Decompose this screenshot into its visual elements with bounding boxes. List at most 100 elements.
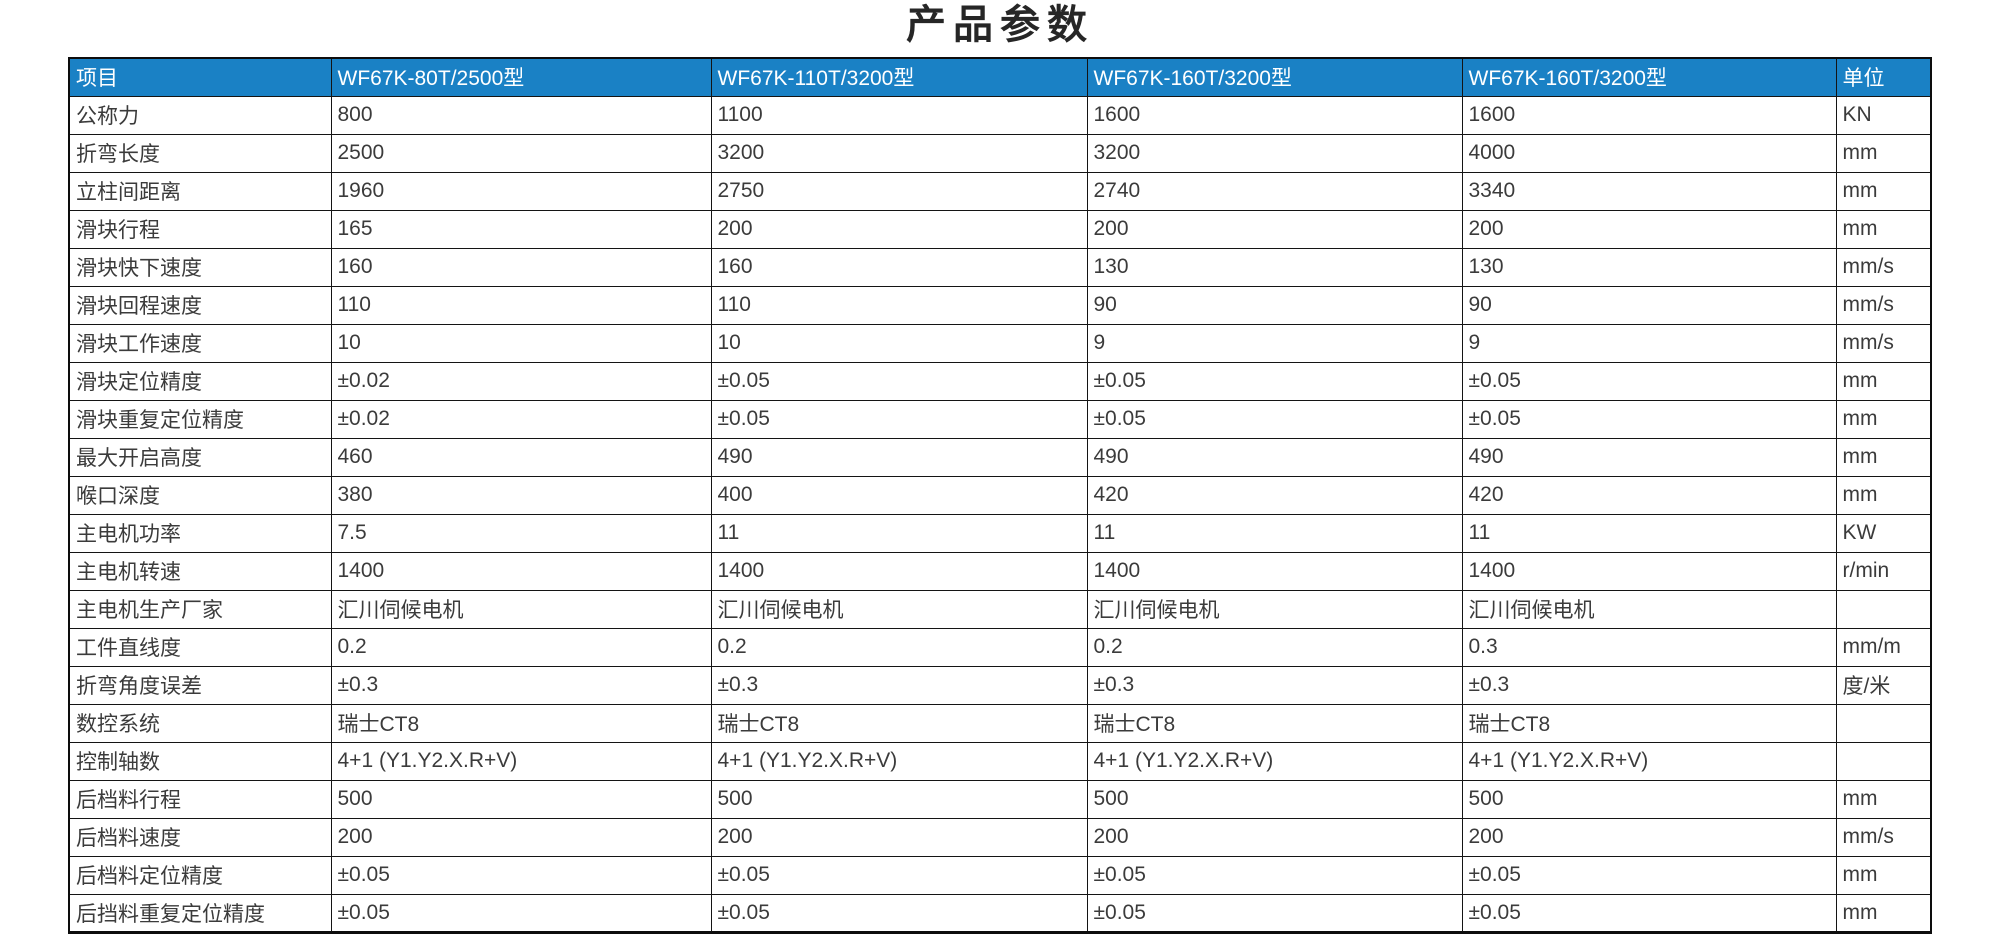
- cell-value: ±0.3: [330, 665, 712, 705]
- cell-value: ±0.05: [1461, 893, 1837, 933]
- cell-value: 汇川伺候电机: [330, 589, 712, 629]
- row-label: 数控系统: [68, 703, 332, 743]
- column-header-0: 项目: [68, 57, 332, 97]
- cell-value: 10: [710, 323, 1088, 363]
- column-header-5: 单位: [1835, 57, 1932, 97]
- cell-value: 3200: [710, 133, 1088, 173]
- cell-unit: mm: [1835, 133, 1932, 173]
- table-row: 折弯角度误差 ±0.3 ±0.3 ±0.3 ±0.3 度/米: [68, 665, 1932, 705]
- table-row: 滑块工作速度 10 10 9 9 mm/s: [68, 323, 1932, 363]
- cell-value: 500: [710, 779, 1088, 819]
- table-row: 滑块行程 165 200 200 200 mm: [68, 209, 1932, 249]
- cell-value: 7.5: [330, 513, 712, 553]
- cell-unit: r/min: [1835, 551, 1932, 591]
- cell-value: 0.2: [710, 627, 1088, 667]
- cell-value: 1600: [1086, 95, 1463, 135]
- table-row: 数控系统 瑞士CT8 瑞士CT8 瑞士CT8 瑞士CT8: [68, 703, 1932, 743]
- cell-unit: [1835, 741, 1932, 781]
- cell-value: 2740: [1086, 171, 1463, 211]
- cell-unit: mm/m: [1835, 627, 1932, 667]
- cell-value: 瑞士CT8: [330, 703, 712, 743]
- cell-value: 165: [330, 209, 712, 249]
- cell-value: ±0.3: [1461, 665, 1837, 705]
- cell-value: 汇川伺候电机: [1461, 589, 1837, 629]
- row-label: 后档料行程: [68, 779, 332, 819]
- cell-value: 汇川伺候电机: [1086, 589, 1463, 629]
- cell-value: ±0.05: [710, 893, 1088, 933]
- cell-value: 瑞士CT8: [710, 703, 1088, 743]
- row-label: 折弯角度误差: [68, 665, 332, 705]
- cell-value: 1100: [710, 95, 1088, 135]
- table-row: 主电机功率 7.5 11 11 11 KW: [68, 513, 1932, 553]
- column-header-3: WF67K-160T/3200型: [1086, 57, 1463, 97]
- row-label: 滑块快下速度: [68, 247, 332, 287]
- cell-unit: KW: [1835, 513, 1932, 553]
- row-label: 滑块工作速度: [68, 323, 332, 363]
- cell-unit: mm/s: [1835, 323, 1932, 363]
- cell-value: 200: [1086, 817, 1463, 857]
- cell-value: 460: [330, 437, 712, 477]
- cell-unit: mm/s: [1835, 285, 1932, 325]
- cell-unit: mm: [1835, 399, 1932, 439]
- cell-value: 160: [330, 247, 712, 287]
- cell-unit: 度/米: [1835, 665, 1932, 705]
- row-label: 后档料定位精度: [68, 855, 332, 895]
- table-row: 滑块重复定位精度 ±0.02 ±0.05 ±0.05 ±0.05 mm: [68, 399, 1932, 439]
- cell-value: ±0.3: [1086, 665, 1463, 705]
- cell-value: ±0.05: [1086, 399, 1463, 439]
- cell-value: 420: [1461, 475, 1837, 515]
- table-row: 后挡料重复定位精度 ±0.05 ±0.05 ±0.05 ±0.05 mm: [68, 893, 1932, 933]
- cell-value: 4+1 (Y1.Y2.X.R+V): [330, 741, 712, 781]
- cell-value: ±0.05: [710, 399, 1088, 439]
- cell-value: 0.3: [1461, 627, 1837, 667]
- row-label: 主电机转速: [68, 551, 332, 591]
- cell-unit: mm/s: [1835, 247, 1932, 287]
- cell-value: 490: [1086, 437, 1463, 477]
- cell-value: 200: [1086, 209, 1463, 249]
- cell-value: 2750: [710, 171, 1088, 211]
- cell-value: 1400: [1086, 551, 1463, 591]
- cell-value: 11: [1086, 513, 1463, 553]
- cell-unit: KN: [1835, 95, 1932, 135]
- cell-value: 瑞士CT8: [1086, 703, 1463, 743]
- table-row: 后档料定位精度 ±0.05 ±0.05 ±0.05 ±0.05 mm: [68, 855, 1932, 895]
- cell-value: 200: [1461, 817, 1837, 857]
- cell-value: ±0.05: [1461, 361, 1837, 401]
- table-row: 后档料速度 200 200 200 200 mm/s: [68, 817, 1932, 857]
- cell-unit: mm: [1835, 893, 1932, 933]
- cell-value: 11: [710, 513, 1088, 553]
- cell-value: 110: [330, 285, 712, 325]
- cell-value: 420: [1086, 475, 1463, 515]
- cell-value: 4+1 (Y1.Y2.X.R+V): [710, 741, 1088, 781]
- table-row: 滑块回程速度 110 110 90 90 mm/s: [68, 285, 1932, 325]
- cell-value: 1400: [710, 551, 1088, 591]
- cell-value: 200: [330, 817, 712, 857]
- cell-unit: mm: [1835, 361, 1932, 401]
- cell-value: 90: [1086, 285, 1463, 325]
- table-row: 最大开启高度 460 490 490 490 mm: [68, 437, 1932, 477]
- table-row: 后档料行程 500 500 500 500 mm: [68, 779, 1932, 819]
- cell-value: ±0.02: [330, 399, 712, 439]
- row-label: 滑块定位精度: [68, 361, 332, 401]
- cell-value: 1600: [1461, 95, 1837, 135]
- cell-value: ±0.05: [1461, 399, 1837, 439]
- row-label: 主电机生产厂家: [68, 589, 332, 629]
- page-title: 产品参数: [906, 3, 1094, 47]
- cell-value: 9: [1086, 323, 1463, 363]
- cell-value: ±0.05: [710, 361, 1088, 401]
- cell-value: 400: [710, 475, 1088, 515]
- cell-unit: mm: [1835, 779, 1932, 819]
- cell-value: 160: [710, 247, 1088, 287]
- row-label: 后挡料重复定位精度: [68, 893, 332, 933]
- column-header-4: WF67K-160T/3200型: [1461, 57, 1837, 97]
- row-label: 最大开启高度: [68, 437, 332, 477]
- cell-value: 1400: [1461, 551, 1837, 591]
- row-label: 滑块回程速度: [68, 285, 332, 325]
- row-label: 立柱间距离: [68, 171, 332, 211]
- cell-value: 11: [1461, 513, 1837, 553]
- cell-value: 90: [1461, 285, 1837, 325]
- cell-unit: mm: [1835, 475, 1932, 515]
- row-label: 后档料速度: [68, 817, 332, 857]
- cell-unit: mm/s: [1835, 817, 1932, 857]
- table-row: 控制轴数 4+1 (Y1.Y2.X.R+V) 4+1 (Y1.Y2.X.R+V) 4+…: [68, 741, 1932, 781]
